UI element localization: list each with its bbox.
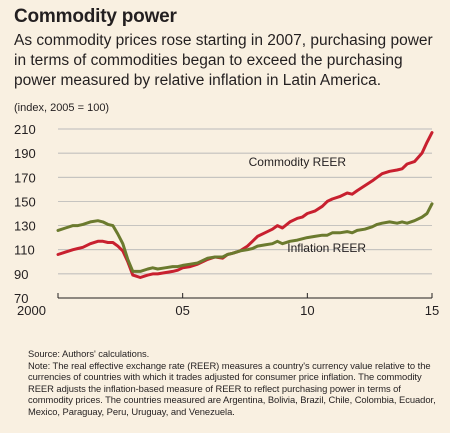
chart-notes: Source: Authors' calculations. Note: The… <box>28 348 438 418</box>
y-tick-label: 190 <box>14 146 36 161</box>
chart-subtitle: As commodity prices rose starting in 200… <box>14 32 433 89</box>
series-labels: Commodity REER Inflation REER <box>249 155 367 255</box>
commodity-reer-label: Commodity REER <box>249 155 347 169</box>
x-tick-label: 15 <box>425 303 439 318</box>
x-tick-label: 2000 <box>17 303 46 318</box>
y-tick-label: 150 <box>14 194 36 209</box>
explanatory-note: Note: The real effective exchange rate (… <box>28 359 436 417</box>
inflation-reer-line <box>56 202 434 273</box>
series-lines <box>56 131 434 279</box>
inflation-reer-label: Inflation REER <box>287 241 366 255</box>
axes: 70 90 110 130 150 170 190 210 2000 05 10 15 <box>14 122 439 318</box>
y-tick-label: 170 <box>14 170 36 185</box>
y-tick-label: 130 <box>14 219 36 234</box>
commodity-reer-line <box>56 131 434 279</box>
y-tick-label: 210 <box>14 122 36 137</box>
y-tick-label: 90 <box>14 267 28 282</box>
source-note: Source: Authors' calculations. <box>28 348 150 359</box>
y-tick-label: 110 <box>14 243 35 258</box>
chart-title: Commodity power <box>14 6 177 27</box>
y-tick-label: 70 <box>14 291 28 306</box>
gridlines <box>58 128 432 275</box>
x-tick-label: 05 <box>175 303 189 318</box>
x-tick-label: 10 <box>300 303 314 318</box>
y-axis-unit: (index, 2005 = 100) <box>14 102 110 114</box>
